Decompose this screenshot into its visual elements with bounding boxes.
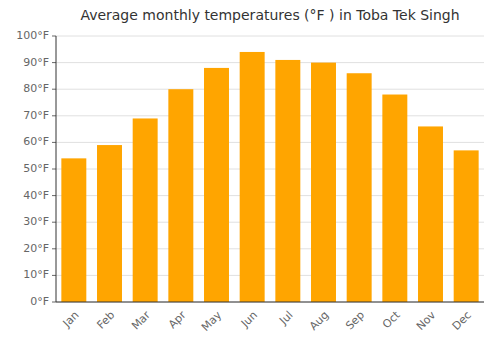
bar bbox=[61, 158, 86, 302]
grid-line bbox=[56, 62, 484, 63]
bar bbox=[204, 68, 229, 302]
y-tick bbox=[52, 142, 56, 143]
x-tick-label: Jul bbox=[276, 309, 295, 328]
grid-line bbox=[56, 89, 484, 90]
y-tick-label: 20°F bbox=[23, 242, 49, 255]
grid-line bbox=[56, 36, 484, 37]
x-tick-label: May bbox=[199, 308, 225, 334]
x-tick-label: Jan bbox=[60, 309, 82, 331]
chart-svg: Average monthly temperatures (°F ) in To… bbox=[0, 0, 500, 350]
grid bbox=[56, 36, 484, 302]
x-tick-label: Dec bbox=[450, 309, 474, 333]
bars bbox=[61, 52, 478, 302]
x-axis-line bbox=[56, 302, 484, 303]
x-tick-label: Apr bbox=[166, 308, 189, 331]
y-tick bbox=[52, 62, 56, 63]
y-tick bbox=[52, 169, 56, 170]
bar bbox=[382, 95, 407, 302]
y-axis: 0°F 10°F 20°F 30°F 40°F 50°F 60°F 70°F 80°F 90°F 1… bbox=[16, 29, 56, 308]
y-tick-label: 100°F bbox=[16, 29, 49, 42]
y-tick bbox=[52, 248, 56, 249]
y-tick bbox=[52, 302, 56, 303]
y-tick bbox=[52, 275, 56, 276]
y-tick-label: 10°F bbox=[23, 268, 49, 281]
y-tick-label: 70°F bbox=[23, 109, 49, 122]
chart-container: Average monthly temperatures (°F ) in To… bbox=[0, 0, 500, 350]
y-tick-label: 60°F bbox=[23, 135, 49, 148]
bar bbox=[347, 73, 372, 302]
title: Average monthly temperatures (°F ) in To… bbox=[80, 7, 459, 23]
y-axis-line bbox=[56, 36, 57, 302]
x-tick-label: Jun bbox=[238, 309, 260, 331]
y-tick-label: 90°F bbox=[23, 56, 49, 69]
y-tick-label: 0°F bbox=[30, 295, 49, 308]
bar bbox=[168, 89, 193, 302]
y-tick-label: 30°F bbox=[23, 215, 49, 228]
x-tick-label: Aug bbox=[307, 309, 331, 333]
y-tick bbox=[52, 195, 56, 196]
x-tick-label: Oct bbox=[380, 308, 403, 331]
grid-line bbox=[56, 115, 484, 116]
bar bbox=[311, 63, 336, 302]
x-axis: Jan Feb Mar Apr May Jun Jul Aug Sep Oct Nov Dec bbox=[60, 308, 474, 334]
y-tick bbox=[52, 89, 56, 90]
y-tick bbox=[52, 36, 56, 37]
bar bbox=[454, 150, 479, 302]
x-tick-label: Feb bbox=[94, 309, 117, 332]
y-tick-label: 40°F bbox=[23, 189, 49, 202]
x-tick-label: Nov bbox=[414, 308, 439, 333]
grid-line bbox=[56, 302, 484, 303]
bar bbox=[97, 145, 122, 302]
x-tick-label: Sep bbox=[343, 309, 367, 333]
bar bbox=[418, 126, 443, 302]
x-tick-label: Mar bbox=[129, 308, 153, 332]
y-tick bbox=[52, 115, 56, 116]
y-tick-label: 50°F bbox=[23, 162, 49, 175]
bar bbox=[133, 118, 158, 302]
y-tick-label: 80°F bbox=[23, 82, 49, 95]
bar bbox=[240, 52, 265, 302]
y-tick bbox=[52, 222, 56, 223]
bar bbox=[275, 60, 300, 302]
